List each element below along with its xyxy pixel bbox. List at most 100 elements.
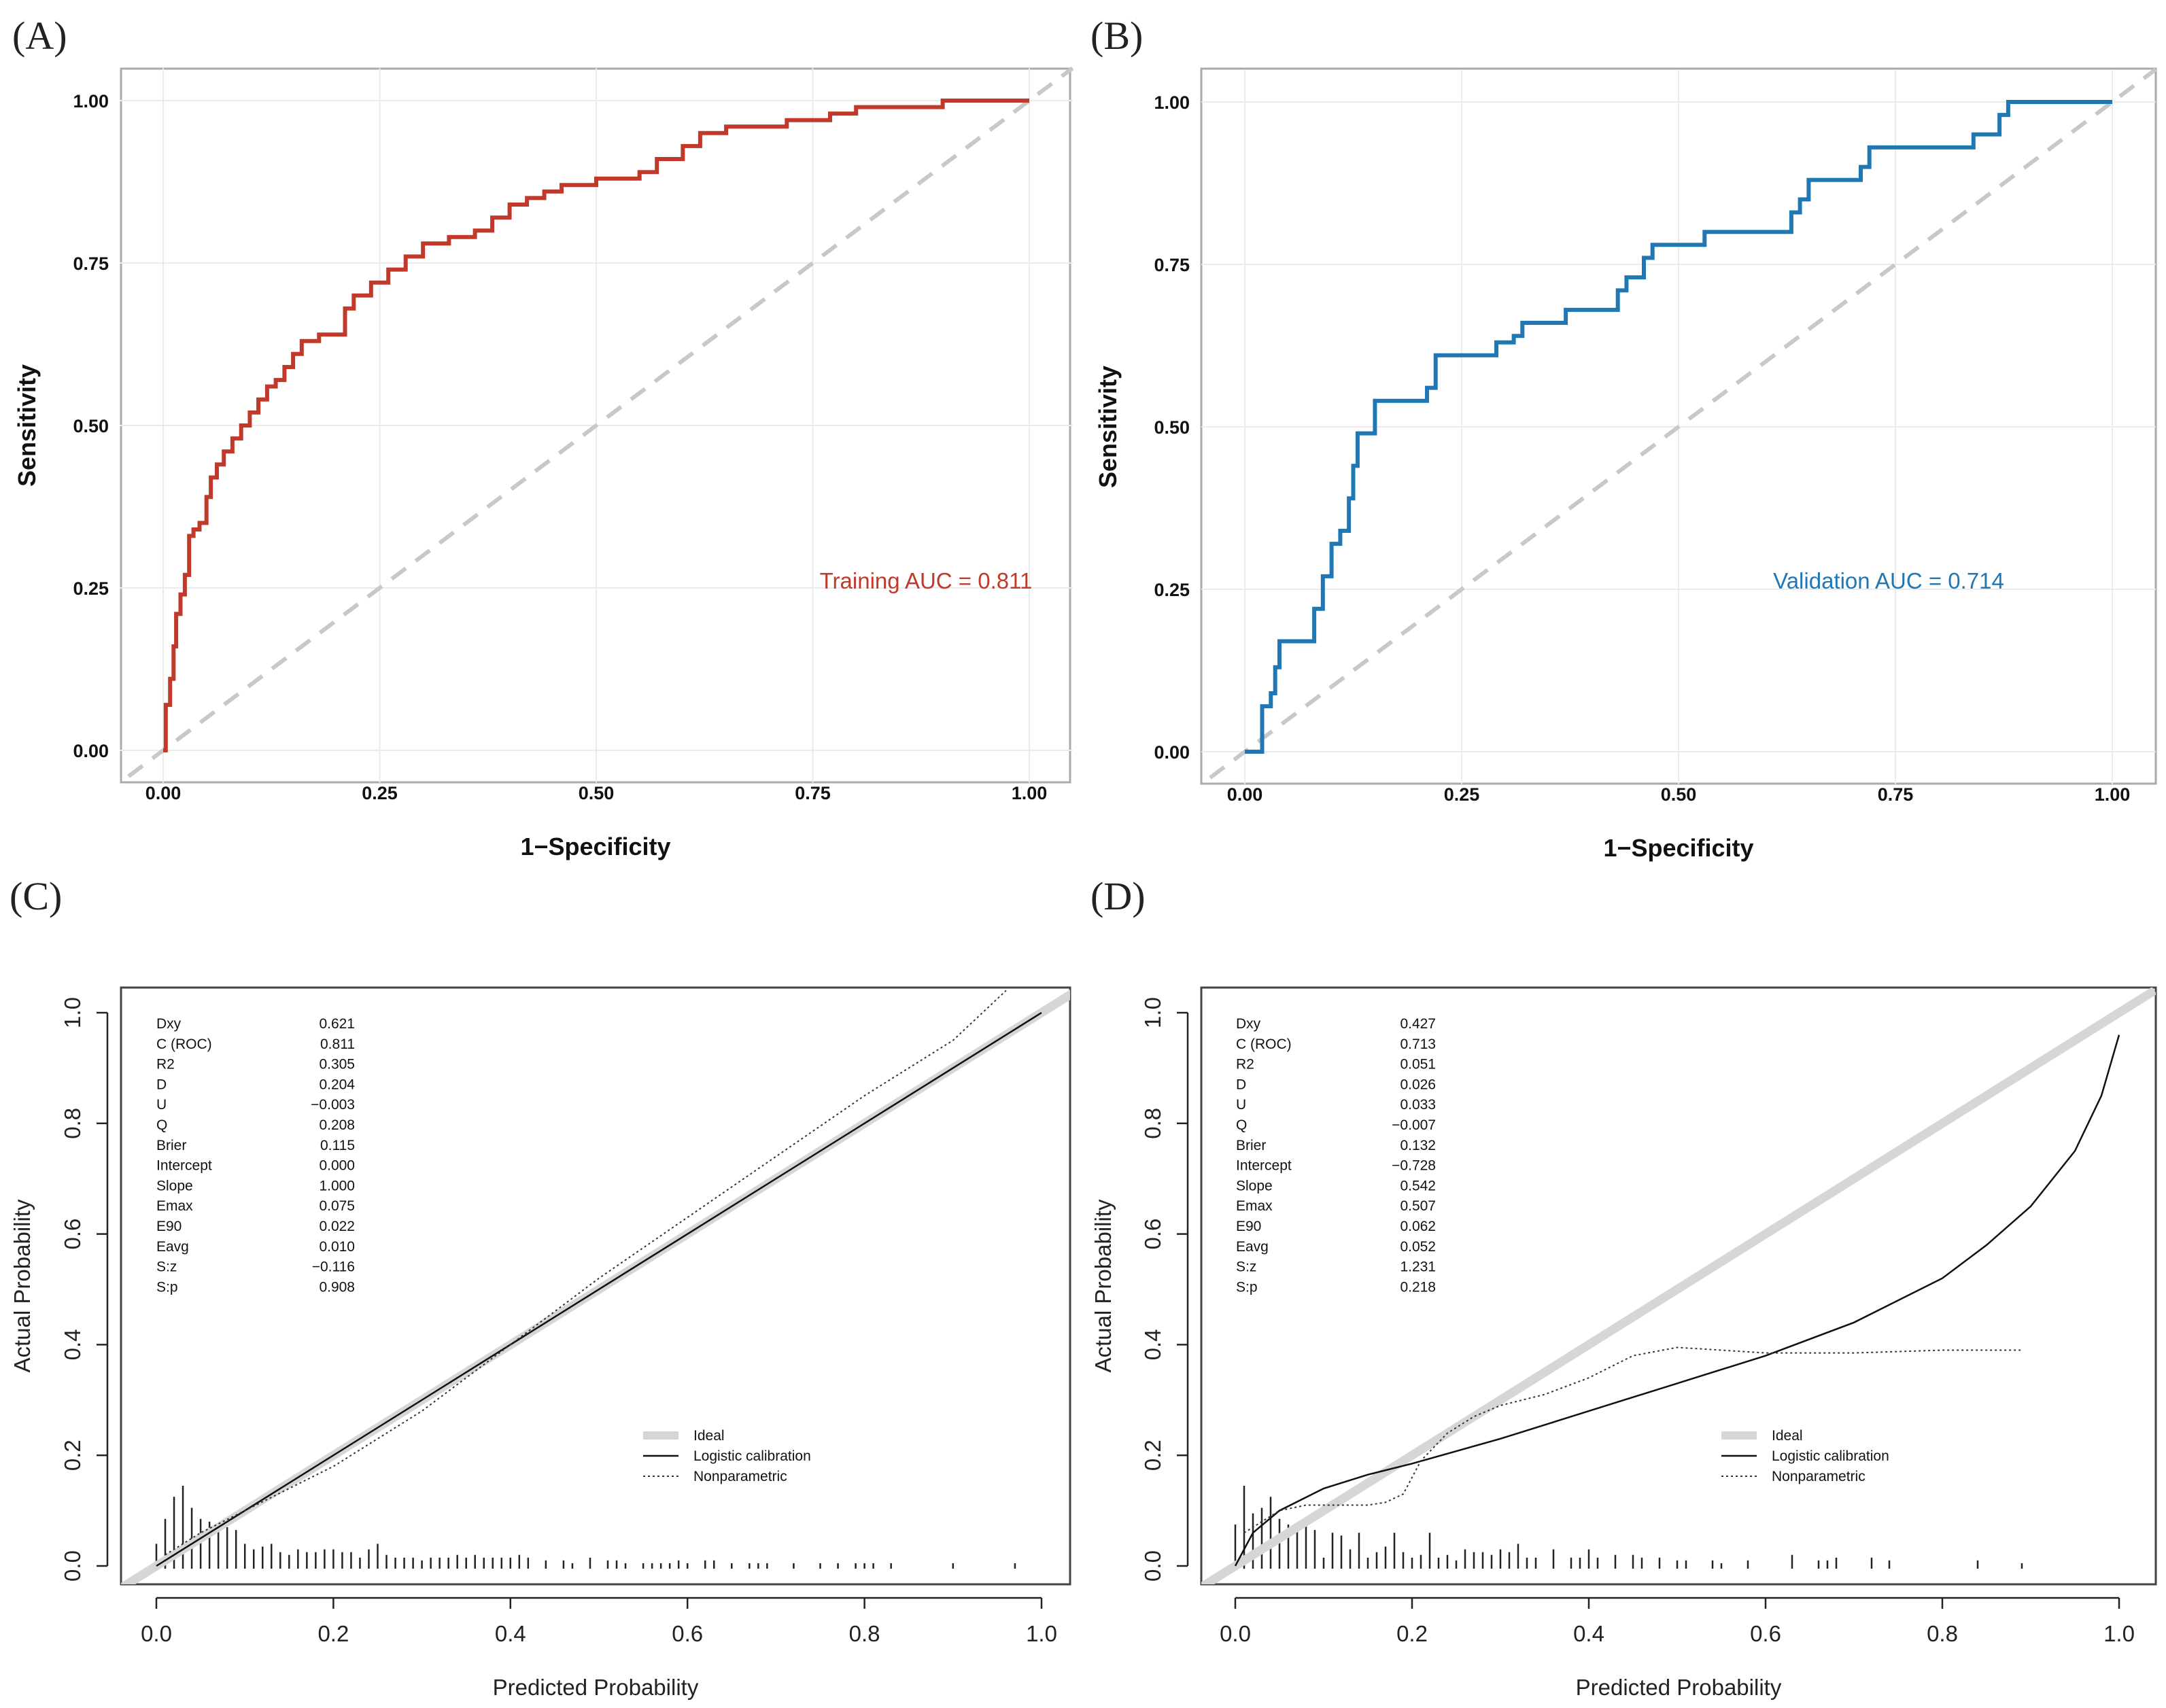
y-tick-5: 1.0 <box>60 997 85 1028</box>
stat-label-9: Emax <box>1236 1198 1273 1214</box>
stat-value-2: 0.051 <box>1400 1057 1436 1073</box>
y-tick-2: 0.4 <box>1140 1329 1165 1360</box>
x-tick-1: 0.2 <box>1396 1621 1428 1646</box>
nonparametric-line-c <box>165 990 1007 1556</box>
roc-training-panel: (A) 0.00 0.25 0.50 0.75 1.00 0.00 0.25 0.50 0.7… <box>12 14 1074 860</box>
panel-a-letter: (A) <box>12 14 67 58</box>
stat-label-5: Q <box>156 1117 167 1133</box>
stat-label-1: C (ROC) <box>156 1036 212 1052</box>
plot-area-d <box>1200 986 2157 1586</box>
stat-value-13: 0.908 <box>319 1279 355 1295</box>
stat-label-6: Brier <box>156 1138 186 1153</box>
roc-curve-validation <box>1245 100 2112 754</box>
stat-label-1: C (ROC) <box>1236 1036 1292 1052</box>
stats-table-c: Dxy 0.621 C (ROC) 0.811 R2 0.305 D 0.204 U −0.003… <box>156 1016 355 1295</box>
panel-c-letter: (C) <box>10 874 62 918</box>
legend-label-2: Nonparametric <box>1772 1469 1866 1484</box>
y-tick-3: 0.6 <box>1140 1219 1165 1250</box>
y-tick-2: 0.50 <box>73 416 109 436</box>
legend-label-2: Nonparametric <box>693 1469 787 1484</box>
plot-area-c <box>120 986 1071 1586</box>
stat-value-7: −0.728 <box>1392 1158 1436 1174</box>
x-tick-0: 0.0 <box>141 1621 172 1646</box>
y-axis-c: 0.0 0.2 0.4 0.6 0.8 1.0 <box>60 997 109 1582</box>
y-axis-label-d: Actual Probability <box>1090 1199 1116 1372</box>
x-tick-2: 0.50 <box>579 783 615 803</box>
y-tick-0: 0.00 <box>1154 742 1190 763</box>
y-tick-4: 1.00 <box>73 91 109 111</box>
x-tick-3: 0.6 <box>672 1621 703 1646</box>
stat-value-13: 0.218 <box>1400 1279 1436 1295</box>
x-tick-4: 0.8 <box>849 1621 880 1646</box>
y-tick-0: 0.0 <box>1140 1550 1165 1582</box>
stat-label-3: D <box>1236 1077 1246 1092</box>
roc-validation-panel: (B) 0.00 0.25 0.50 0.75 1.00 0.00 0.25 0.50 0.7… <box>1090 14 2157 862</box>
x-tick-3: 0.75 <box>1878 784 1914 805</box>
x-tick-4: 1.00 <box>1012 783 1048 803</box>
stat-label-12: S:z <box>156 1259 177 1275</box>
y-tick-3: 0.75 <box>73 254 109 274</box>
stat-value-8: 1.000 <box>319 1178 355 1193</box>
x-axis-label-c: Predicted Probability <box>493 1675 699 1700</box>
stat-label-4: U <box>156 1097 167 1113</box>
stat-label-7: Intercept <box>156 1158 212 1174</box>
y-tick-3: 0.75 <box>1154 255 1190 275</box>
y-axis-d: 0.0 0.2 0.4 0.6 0.8 1.0 <box>1140 997 1189 1582</box>
legend-c: Ideal Logistic calibration Nonparametric <box>643 1428 811 1484</box>
stat-value-0: 0.427 <box>1400 1016 1436 1032</box>
stat-label-11: Eavg <box>156 1239 189 1255</box>
stat-label-10: E90 <box>1236 1219 1261 1234</box>
stat-label-3: D <box>156 1077 167 1092</box>
legend-d: Ideal Logistic calibration Nonparametric <box>1721 1428 1889 1484</box>
stat-label-10: E90 <box>156 1219 182 1234</box>
x-axis-label-a: 1−Specificity <box>520 833 670 860</box>
stat-value-9: 0.507 <box>1400 1198 1436 1214</box>
x-tick-4: 0.8 <box>1927 1621 1958 1646</box>
panel-b-letter: (B) <box>1090 14 1143 58</box>
stat-label-11: Eavg <box>1236 1239 1269 1255</box>
x-tick-5: 1.0 <box>1026 1621 1057 1646</box>
x-tick-1: 0.25 <box>362 783 398 803</box>
y-tick-2: 0.4 <box>60 1329 85 1360</box>
stat-label-8: Slope <box>1236 1178 1273 1193</box>
roc-curve-training <box>163 99 1029 752</box>
stat-value-3: 0.026 <box>1400 1077 1436 1092</box>
ideal-line-d <box>1201 988 2156 1584</box>
x-axis-d: 0.0 0.2 0.4 0.6 0.8 1.0 <box>1220 1597 2135 1646</box>
x-tick-0: 0.0 <box>1220 1621 1251 1646</box>
reference-diagonal-b <box>1209 67 2157 780</box>
stat-value-5: 0.208 <box>319 1117 355 1133</box>
stat-value-7: 0.000 <box>319 1158 355 1174</box>
x-tick-0: 0.00 <box>145 783 182 803</box>
y-tick-5: 1.0 <box>1140 997 1165 1028</box>
nonparametric-line-d <box>1243 1346 2022 1534</box>
x-tick-0: 0.00 <box>1227 784 1263 805</box>
stat-value-5: −0.007 <box>1392 1117 1436 1133</box>
y-tick-2: 0.50 <box>1154 417 1190 438</box>
x-tick-2: 0.4 <box>1573 1621 1604 1646</box>
spike-histogram-c <box>155 1485 1016 1569</box>
y-tick-labels-b: 0.00 0.25 0.50 0.75 1.00 <box>1154 92 1190 763</box>
x-tick-2: 0.50 <box>1661 784 1697 805</box>
stat-value-4: 0.033 <box>1400 1097 1436 1113</box>
y-tick-0: 0.0 <box>60 1550 85 1582</box>
x-tick-2: 0.4 <box>495 1621 526 1646</box>
y-tick-1: 0.25 <box>1154 580 1190 600</box>
auc-annotation-validation: Validation AUC = 0.714 <box>1773 568 2004 593</box>
stat-label-13: S:p <box>156 1279 178 1295</box>
stat-value-11: 0.052 <box>1400 1239 1436 1255</box>
logistic-calibration-line-c <box>156 1011 1042 1567</box>
stat-label-9: Emax <box>156 1198 193 1214</box>
stat-label-7: Intercept <box>1236 1158 1292 1174</box>
y-tick-1: 0.2 <box>1140 1440 1165 1471</box>
y-axis-label-b: Sensitivity <box>1094 366 1122 488</box>
y-axis-label-c: Actual Probability <box>10 1199 35 1372</box>
stat-value-2: 0.305 <box>319 1057 355 1073</box>
stat-value-10: 0.022 <box>319 1219 355 1234</box>
stat-label-0: Dxy <box>156 1016 182 1032</box>
stat-label-8: Slope <box>156 1178 193 1193</box>
stat-value-1: 0.713 <box>1400 1036 1436 1052</box>
auc-annotation-training: Training AUC = 0.811 <box>820 568 1033 593</box>
stat-value-1: 0.811 <box>320 1036 355 1052</box>
